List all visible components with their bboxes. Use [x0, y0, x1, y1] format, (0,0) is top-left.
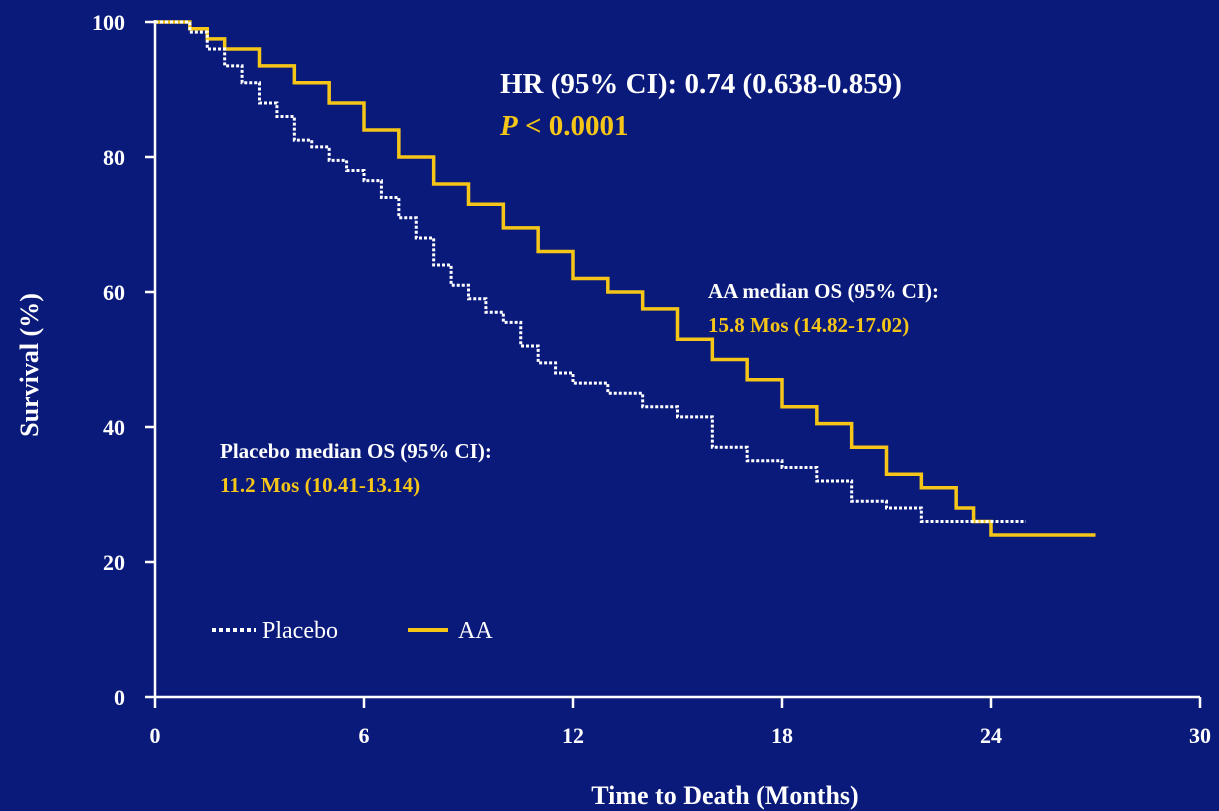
y-tick-label: 100	[92, 10, 125, 35]
y-tick-label: 60	[103, 280, 125, 305]
p-italic: P	[499, 110, 518, 142]
x-tick-label: 30	[1189, 723, 1211, 748]
series-line-aa	[155, 20, 1096, 537]
series-layer	[155, 20, 1096, 537]
y-tick-label: 80	[103, 145, 125, 170]
legend: Placebo AA	[212, 618, 493, 644]
legend-placebo-label: Placebo	[262, 618, 338, 644]
x-tick-label: 24	[980, 723, 1002, 748]
placebo-median-value: 11.2 Mos (10.41-13.14)	[220, 473, 420, 497]
axes: 0 20 40 60 80 100 0 6 12 18 24 30	[92, 10, 1211, 748]
p-value-annotation: P < 0.0001	[499, 110, 629, 142]
y-tick-label: 0	[114, 685, 125, 710]
x-tick-label: 12	[562, 723, 584, 748]
x-tick-label: 6	[359, 723, 370, 748]
y-tick-label: 20	[103, 550, 125, 575]
hr-annotation: HR (95% CI): 0.74 (0.638-0.859)	[500, 68, 902, 100]
aa-median-title: AA median OS (95% CI):	[708, 279, 939, 303]
series-line-placebo	[155, 20, 1026, 523]
placebo-median-title: Placebo median OS (95% CI):	[220, 439, 492, 463]
aa-median-value: 15.8 Mos (14.82-17.02)	[708, 313, 909, 337]
legend-aa-label: AA	[458, 618, 493, 644]
x-axis-title: Time to Death (Months)	[591, 781, 858, 810]
p-rest: < 0.0001	[518, 110, 629, 142]
y-tick-label: 40	[103, 415, 125, 440]
x-tick-label: 0	[150, 723, 161, 748]
y-axis-title: Survival (%)	[15, 293, 44, 437]
x-tick-label: 18	[771, 723, 793, 748]
